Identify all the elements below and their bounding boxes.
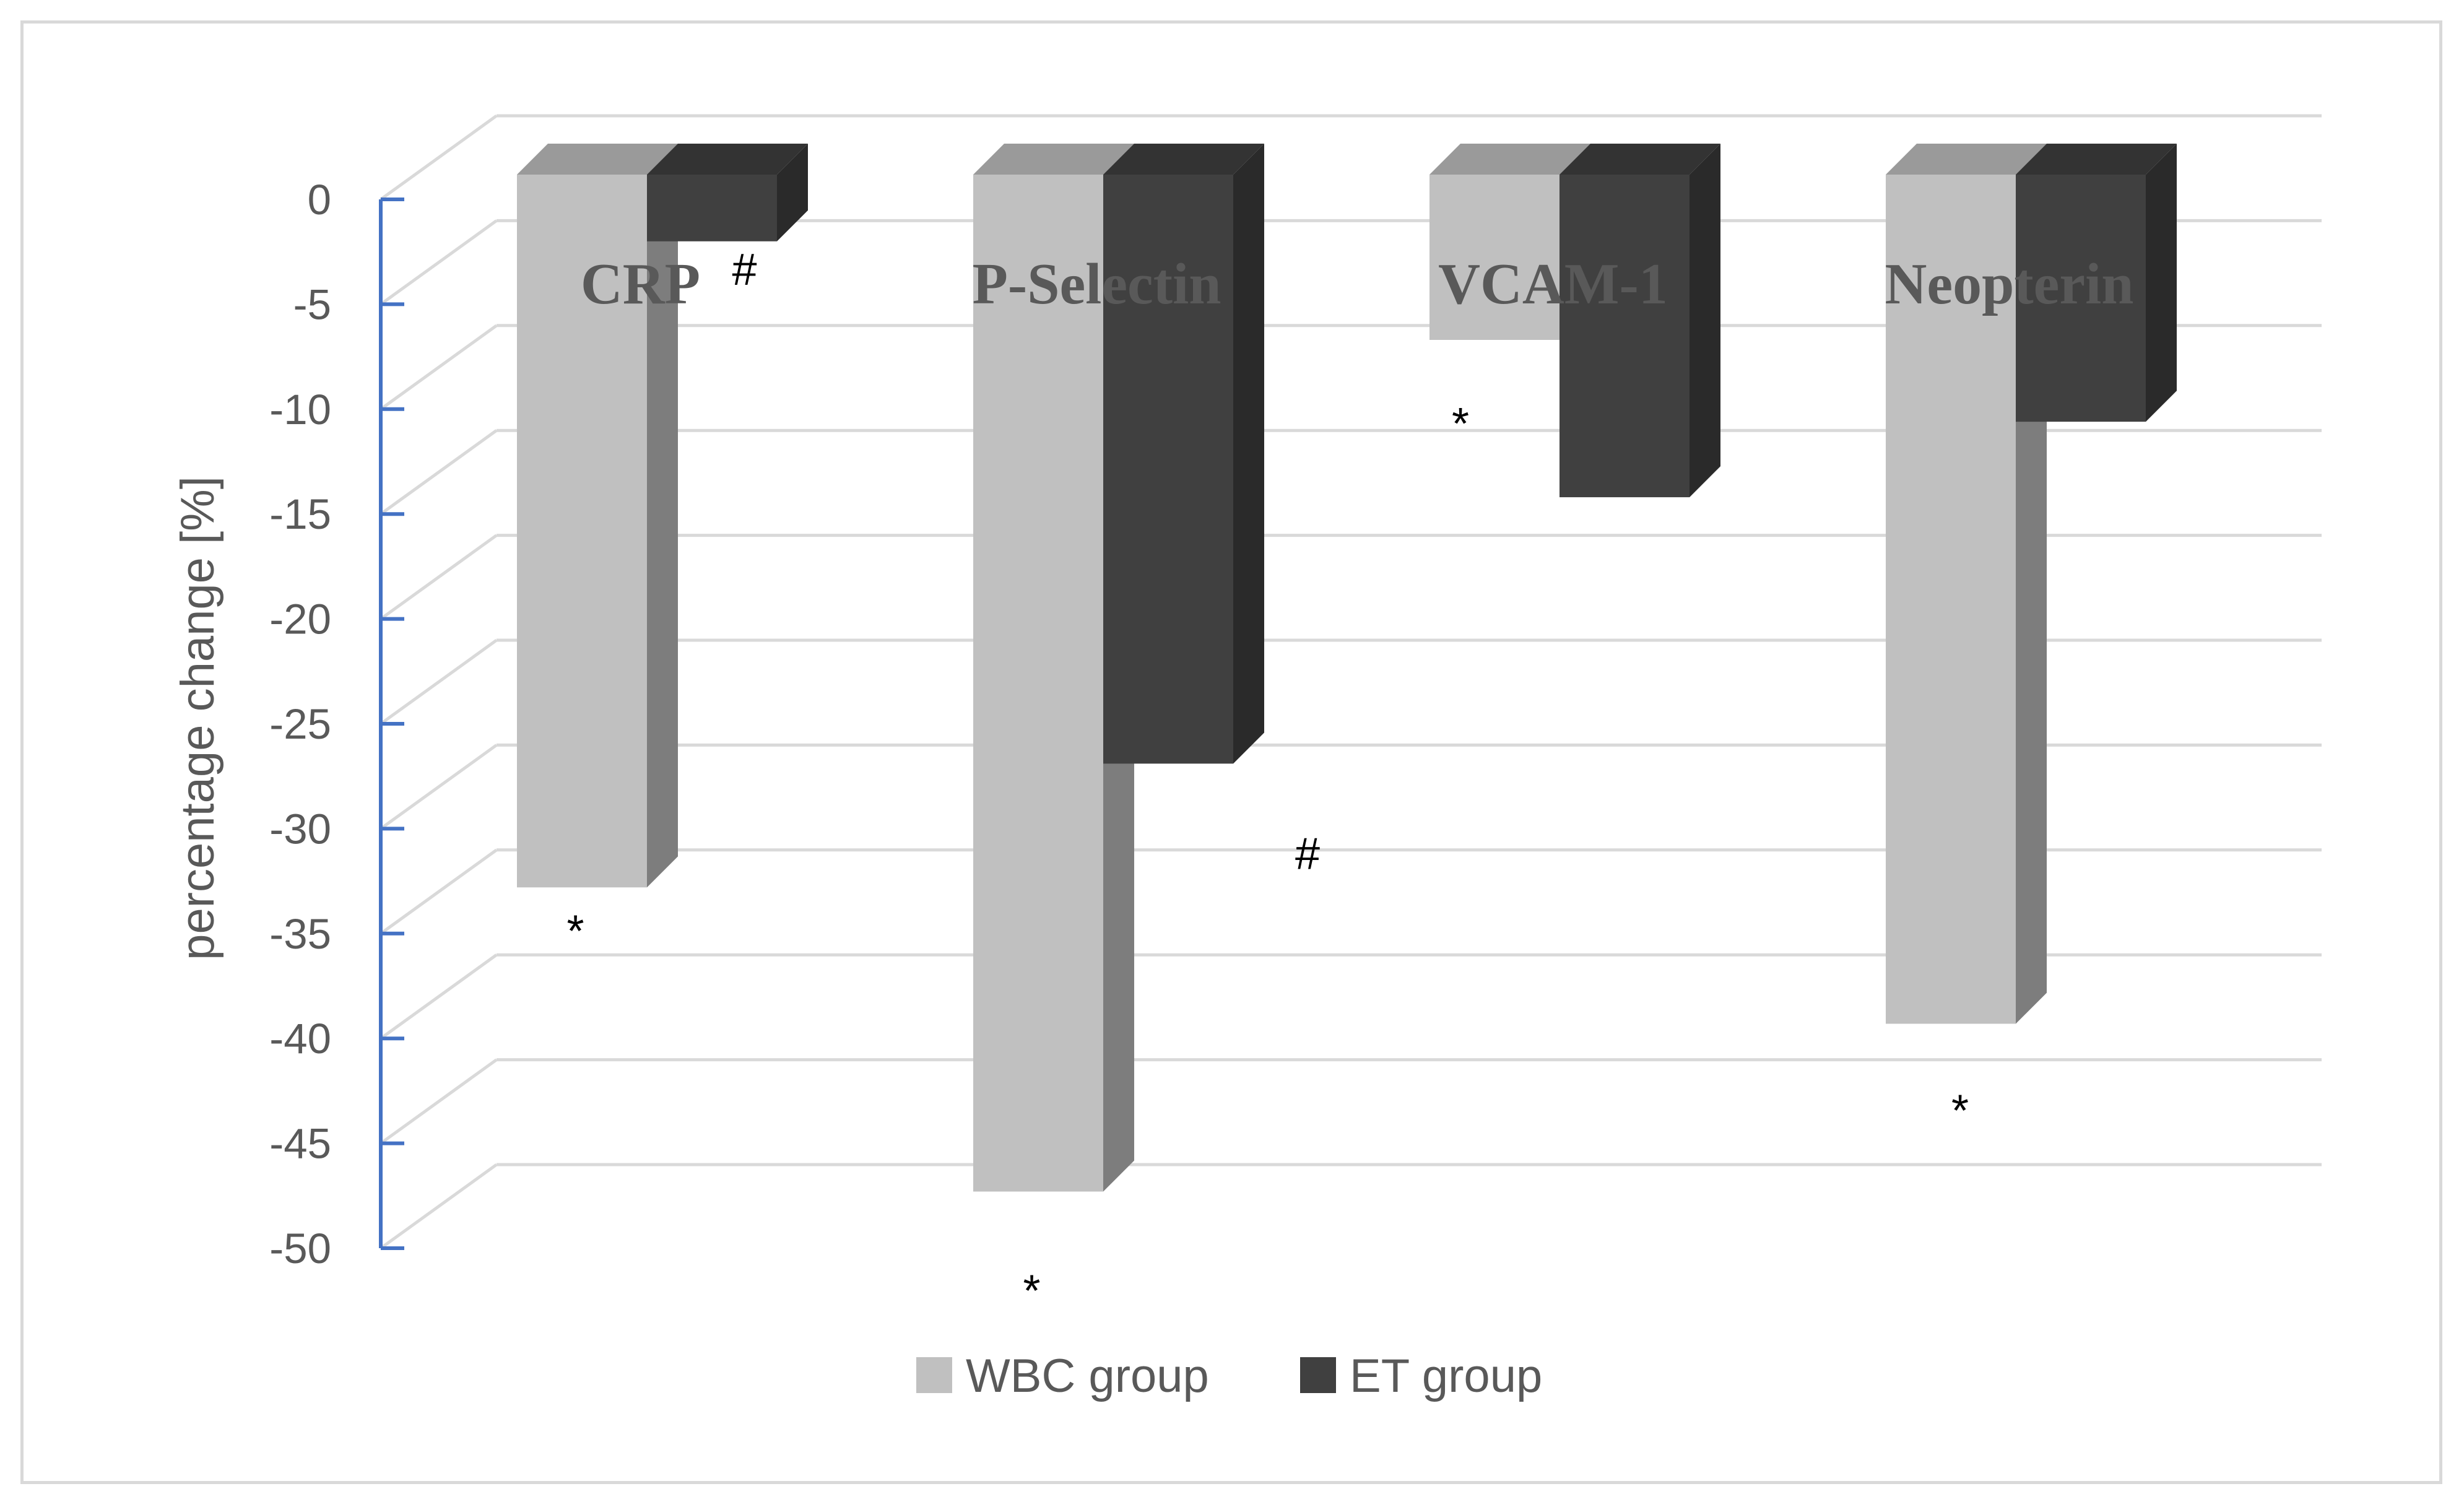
category-label: P-Selectin [973,252,1221,316]
asterisk-marker: * [566,906,584,956]
legend-item: WBC group [916,1350,1209,1402]
bar-top-face [647,144,808,175]
y-tick-label: -40 [269,1015,331,1062]
hash-marker: # [732,245,757,295]
gridline-depth [380,114,498,201]
bar-front-face [517,175,647,888]
gridline-depth [380,638,498,726]
bar-et-group-p-selectin [1103,144,1264,764]
category-label: VCAM-1 [1438,252,1668,316]
asterisk-marker: * [1951,1086,1969,1136]
y-tick-label: -10 [269,386,331,433]
bar-et-group-vcam-1 [1560,144,1720,498]
bar-front-face [973,175,1103,1192]
gridline-depth [380,1058,498,1145]
y-tick-label: -45 [269,1120,331,1168]
category-labels: CRP P-Selectin VCAM-1 Neopterin [581,252,2134,316]
bar-side-face [2146,144,2177,422]
bar-top-face [1429,144,1590,175]
bar-front-face [1103,175,1233,764]
gridline-depth [380,744,498,830]
bar-top-face [973,144,1134,175]
bar-front-face [1429,175,1560,340]
legend-swatch [1300,1357,1336,1393]
bars [517,144,2177,1192]
category-label: Neopterin [1885,252,2133,316]
y-tick-label: -5 [293,280,331,328]
gridline-depth [380,534,498,620]
bar-top-face [1103,144,1264,175]
gridline-depth [380,324,498,410]
bar-top-face [517,144,678,175]
legend: WBC group ET group [916,1350,1542,1402]
bar-et-group-neopterin [2016,144,2177,422]
y-axis-title: percentage change [%] [171,476,224,960]
y-tick-label: -25 [269,700,331,748]
bar-side-face [1233,144,1264,764]
bar-top-face [1560,144,1720,175]
hash-marker: # [1295,829,1320,879]
y-axis [379,198,404,1250]
y-tick-label: 0 [308,176,331,224]
bar-front-face [1886,175,2016,1024]
bar-top-face [2016,144,2177,175]
bar-et-group-crp [647,144,808,241]
y-tick-label: -20 [269,596,331,643]
significance-markers: * # * # * * [566,245,1969,1316]
bar-side-face [647,144,678,888]
y-tick-labels: 0 -5 -10 -15 -20 -25 -30 -35 -40 -45 -50 [269,176,331,1272]
gridline-depth [380,1163,498,1250]
y-tick-label: -50 [269,1225,331,1272]
legend-label: WBC group [966,1350,1209,1402]
bar-front-face [2016,175,2146,422]
asterisk-marker: * [1023,1267,1040,1316]
gridline-depth [380,429,498,516]
legend-item: ET group [1300,1350,1542,1402]
legend-label: ET group [1350,1350,1542,1402]
bar-front-face [1560,175,1690,498]
y-tick-label: -15 [269,490,331,538]
bar-wbc-group-crp [517,144,678,888]
bar-side-face [777,144,808,241]
y-tick-label: -35 [269,910,331,958]
gridline-depth [380,953,498,1040]
category-label: CRP [581,252,700,316]
gridline-depth [380,848,498,935]
gridline-depth [380,219,498,306]
bar-front-face [647,175,777,241]
bar-side-face [1690,144,1720,498]
legend-swatch [916,1357,952,1393]
y-tick-label: -30 [269,805,331,853]
asterisk-marker: * [1452,399,1469,449]
bar-top-face [1886,144,2047,175]
